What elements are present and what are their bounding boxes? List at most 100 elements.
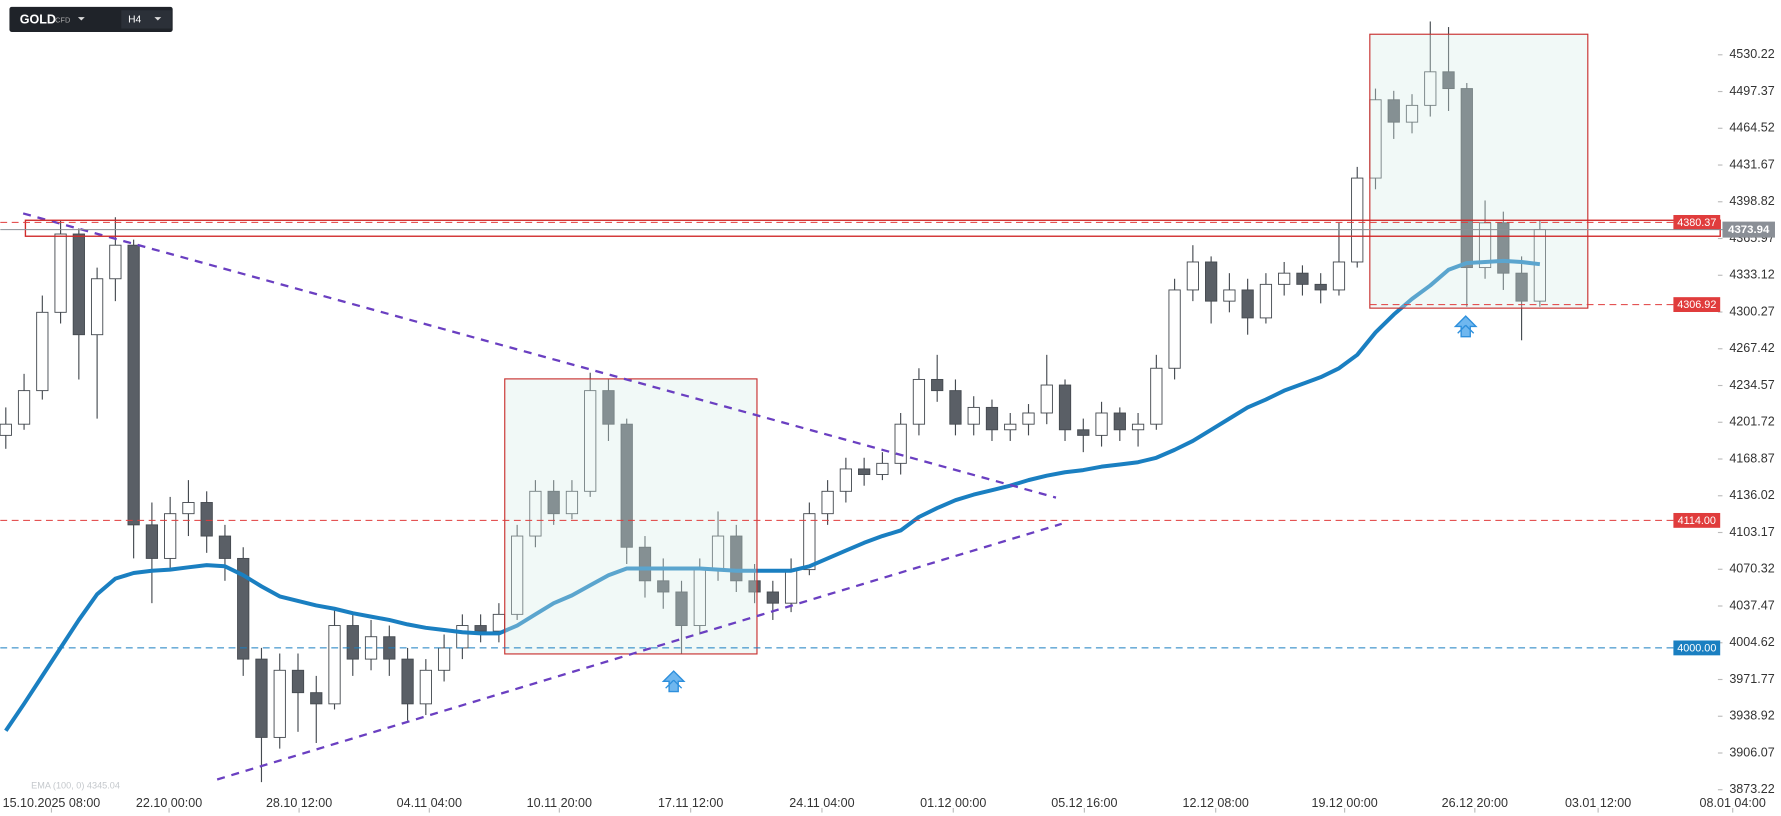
indicator-legend: EMA (100, 0) 4345.04 [31, 781, 120, 791]
x-tick-label: 28.10 12:00 [266, 796, 332, 810]
candle-body [565, 490, 579, 515]
x-tick-label: 15.10.2025 08:00 [3, 796, 101, 810]
y-tick-label: 4168.87 [1729, 451, 1774, 465]
candle-body [1205, 261, 1218, 302]
ema-line [4, 258, 1541, 732]
candle-body [1314, 283, 1327, 291]
candle-body [90, 278, 104, 336]
y-tick-label: 4530.22 [1729, 47, 1774, 61]
candle-body [1040, 384, 1053, 414]
candle-body [511, 535, 524, 615]
candle-body [931, 378, 944, 392]
candle-body [1131, 423, 1145, 431]
candle-body [529, 490, 542, 537]
x-tick-label: 26.12 20:00 [1442, 796, 1508, 810]
price-level-label: 4114.00 [1678, 515, 1716, 527]
candle-body [1387, 99, 1400, 123]
candle-body [182, 502, 195, 515]
candle-body [602, 390, 615, 425]
candle-body [839, 468, 852, 492]
y-tick-label: 4300.27 [1729, 304, 1774, 318]
price-level-tag [1673, 297, 1721, 312]
x-tick-label: 10.11 20:00 [527, 796, 592, 810]
y-tick-label: 4267.42 [1729, 341, 1774, 355]
candle-body [675, 591, 688, 627]
candle-body [1278, 272, 1291, 285]
timeframe[interactable]: H4 [128, 15, 141, 26]
price-level-label: 4306.92 [1677, 299, 1716, 311]
candle-body [1259, 283, 1273, 319]
candle-body [291, 669, 305, 694]
candle-body [912, 378, 926, 425]
range-box [1369, 33, 1589, 309]
candle-body [985, 406, 999, 431]
y-tick-label: 4431.67 [1729, 157, 1774, 171]
y-tick-label: 4464.52 [1729, 121, 1774, 135]
candle-body [766, 591, 779, 604]
candle-body [109, 244, 122, 280]
toolbar: GOLD CFD H4 [9, 6, 173, 32]
candle-body [127, 244, 140, 526]
candle-body [1515, 272, 1528, 302]
candle-body [310, 692, 323, 705]
candle-body [346, 625, 359, 660]
candle-body [474, 625, 487, 632]
price-level-label: 4380.37 [1677, 217, 1716, 229]
dropdown-icon[interactable] [154, 17, 162, 21]
candle-body [657, 580, 670, 593]
candle-body [620, 423, 633, 548]
y-tick-label: 3873.22 [1729, 782, 1774, 796]
y-tick-label: 3971.77 [1729, 672, 1774, 686]
arrow-up-icon [1453, 315, 1478, 338]
candle-body [54, 233, 67, 313]
y-tick-label: 4497.37 [1729, 84, 1774, 98]
candle-body [456, 625, 469, 649]
axes: 4530.224497.374464.524431.674398.824365.… [0, 47, 1775, 813]
candle-body [164, 513, 177, 559]
symbol[interactable]: GOLD [20, 12, 56, 26]
y-tick-label: 4037.47 [1729, 598, 1774, 612]
candle-body [1241, 289, 1254, 319]
y-tick-label: 4201.72 [1729, 415, 1774, 429]
x-tick-label: 03.01 12:00 [1565, 796, 1631, 810]
price-level-tag [1673, 512, 1721, 528]
candle-body [328, 625, 341, 705]
candle-body [1405, 104, 1419, 123]
candle-body [547, 490, 560, 515]
y-tick-label: 4070.32 [1729, 562, 1774, 576]
y-tick-label: 4333.12 [1729, 268, 1774, 282]
x-tick-label: 24.11 04:00 [789, 796, 854, 810]
price-level-label: 4000.00 [1677, 642, 1716, 654]
x-tick-label: 01.12 00:00 [920, 796, 986, 810]
candle-body [1186, 261, 1199, 291]
candle-body [1150, 367, 1163, 425]
candle-body [748, 580, 761, 593]
candle-body [584, 390, 597, 492]
candle-body [237, 557, 250, 660]
x-tick-label: 12.12 08:00 [1183, 796, 1249, 810]
timeframe-bg[interactable] [121, 10, 172, 29]
candle-body [1223, 289, 1236, 302]
price-level-tag [1673, 214, 1721, 230]
candle-body [419, 669, 432, 705]
y-tick-label: 3906.07 [1729, 745, 1774, 759]
candle-body [1332, 261, 1346, 291]
candle-body [1022, 412, 1035, 425]
candle-body [1168, 289, 1181, 369]
candle-body [401, 658, 414, 705]
y-tick-label: 4004.62 [1729, 635, 1774, 649]
candle-body [1058, 384, 1072, 431]
last-price-tag [1722, 221, 1775, 238]
x-tick-label: 05.12 16:00 [1051, 796, 1117, 810]
dropdown-icon[interactable] [77, 17, 85, 21]
y-tick-label: 4398.82 [1729, 194, 1774, 208]
candle-body [273, 669, 286, 738]
y-tick-label: 4103.17 [1729, 525, 1774, 539]
y-tick-label: 3938.92 [1729, 709, 1774, 723]
candle-body [145, 524, 159, 559]
candle-body [876, 462, 889, 475]
x-tick-label: 17.11 12:00 [658, 796, 723, 810]
candle-body [1004, 423, 1017, 431]
candle-body [0, 423, 12, 436]
